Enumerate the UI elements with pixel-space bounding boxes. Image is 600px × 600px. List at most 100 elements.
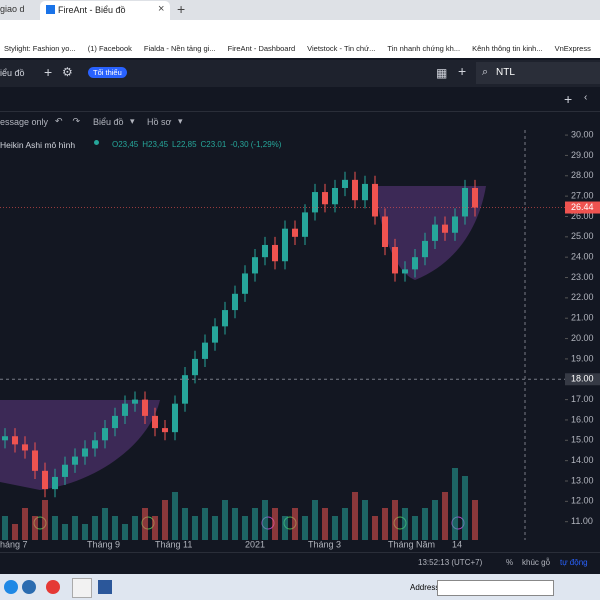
legend-change: -0,30 (-1,29%) bbox=[230, 140, 282, 149]
y-tick-label: 11.00 bbox=[571, 516, 593, 526]
candle-body bbox=[432, 224, 438, 241]
volume-bar bbox=[132, 516, 138, 540]
toolbar-item[interactable]: essage only bbox=[0, 117, 49, 127]
add-button[interactable]: + bbox=[44, 64, 53, 80]
price-axis bbox=[565, 112, 600, 552]
volume-bar bbox=[372, 516, 378, 540]
taskbar-icon[interactable] bbox=[4, 580, 18, 594]
bookmarks-bar: Stylight: Fashion yo... (1) Facebook Fiald… bbox=[0, 38, 600, 58]
address-bar bbox=[0, 20, 600, 38]
percent-toggle[interactable]: % bbox=[506, 558, 514, 567]
bookmark[interactable]: Fialda - Nền tảng gi... bbox=[143, 43, 216, 53]
chart: 30.00 29.00 28.00 27.00 26.00 25.00 24.00 23.00… bbox=[0, 112, 600, 552]
bookmark[interactable]: FireAnt - Dashboard bbox=[227, 43, 296, 53]
volume-bar bbox=[202, 508, 208, 540]
search-box[interactable] bbox=[476, 62, 600, 84]
taskbar-icon[interactable] bbox=[72, 578, 92, 598]
add-chart[interactable]: + bbox=[564, 91, 573, 107]
tab[interactable]: giao d bbox=[0, 4, 25, 14]
y-tick-label: 12.00 bbox=[571, 496, 594, 506]
volume-bar bbox=[12, 524, 18, 540]
volume-bar bbox=[152, 516, 158, 540]
volume-bar bbox=[382, 508, 388, 540]
x-tick-label: Tháng 3 bbox=[308, 539, 341, 549]
volume-bar bbox=[452, 468, 458, 540]
chart-tab[interactable]: iểu đồ bbox=[0, 68, 25, 78]
candle-body bbox=[272, 244, 278, 262]
crosshair-label: 18.00 bbox=[571, 374, 594, 384]
new-tab[interactable]: + bbox=[177, 1, 186, 17]
volume-bar bbox=[462, 476, 468, 540]
bookmark[interactable]: (1) Facebook bbox=[87, 43, 132, 53]
last-price-label: 26.44 bbox=[571, 202, 594, 212]
legend-low: L22,85 bbox=[172, 140, 197, 149]
settings[interactable]: ⚙ bbox=[62, 65, 73, 79]
y-tick-label: 25.00 bbox=[571, 231, 594, 241]
y-tick-label: 30.00 bbox=[571, 129, 594, 139]
collapse[interactable]: ‹ bbox=[584, 92, 588, 103]
toolbar-item[interactable]: Hồ sơ bbox=[147, 117, 172, 127]
volume-bar bbox=[292, 508, 298, 540]
taskbar-icon[interactable] bbox=[22, 580, 36, 594]
candle-body bbox=[32, 450, 38, 471]
y-tick-label: 19.00 bbox=[571, 353, 594, 363]
volume-bar bbox=[32, 516, 38, 540]
candle-body bbox=[332, 187, 338, 205]
candle-body bbox=[132, 399, 138, 404]
taskbar-icon[interactable] bbox=[98, 580, 112, 594]
undo[interactable]: ↶ ↷ bbox=[55, 116, 81, 126]
volume-bar bbox=[122, 524, 128, 540]
divider bbox=[0, 111, 600, 112]
bookmark[interactable]: Vietstock - Tin chứ... bbox=[307, 43, 376, 53]
bookmark[interactable]: Kênh thông tin kinh... bbox=[472, 43, 543, 53]
candle-body bbox=[212, 326, 218, 343]
candle-body bbox=[62, 464, 68, 477]
candle-body bbox=[192, 358, 198, 376]
x-tick-label: 2021 bbox=[245, 539, 265, 549]
volume-bar bbox=[432, 500, 438, 540]
y-tick-label: 17.00 bbox=[571, 394, 594, 404]
volume-bar bbox=[192, 516, 198, 540]
volume-bar bbox=[252, 508, 258, 540]
y-tick-label: 24.00 bbox=[571, 252, 594, 262]
candle-body bbox=[292, 228, 298, 237]
active-tab[interactable] bbox=[40, 1, 170, 20]
candle-body bbox=[152, 415, 158, 429]
legend-title: Heikin Ashi mô hình bbox=[0, 140, 76, 150]
tab-close[interactable]: × bbox=[158, 3, 165, 15]
clock: 13:52:13 (UTC+7) bbox=[418, 558, 483, 567]
bookmark[interactable]: VnExpress bbox=[554, 43, 591, 53]
bookmark[interactable]: Stylight: Fashion yo... bbox=[4, 43, 76, 53]
legend-open: O23,45 bbox=[112, 140, 139, 149]
candle-body bbox=[372, 183, 378, 217]
candle-body bbox=[412, 257, 418, 270]
mode-pill[interactable]: Tối thiểu bbox=[88, 67, 127, 78]
y-tick-label: 26.00 bbox=[571, 211, 594, 221]
y-tick-label: 22.00 bbox=[571, 292, 594, 302]
layout-button[interactable]: ▦ bbox=[436, 66, 448, 80]
caret: ▾ bbox=[130, 116, 135, 126]
add-symbol[interactable]: + bbox=[458, 63, 467, 79]
y-tick-label: 16.00 bbox=[571, 414, 594, 424]
volume-bar bbox=[342, 508, 348, 540]
volume-bar bbox=[52, 516, 58, 540]
address-input[interactable] bbox=[437, 580, 554, 596]
candle-body bbox=[442, 224, 448, 233]
pattern-overlay bbox=[0, 400, 160, 490]
auto-toggle[interactable]: tự động bbox=[560, 558, 588, 567]
volume-bar bbox=[312, 500, 318, 540]
legend-close: C23.01 bbox=[200, 140, 227, 149]
y-tick-label: 23.00 bbox=[571, 272, 594, 282]
candle-body bbox=[452, 216, 458, 233]
taskbar-icon[interactable] bbox=[46, 580, 60, 594]
candle-body bbox=[312, 192, 318, 213]
volume-bar bbox=[22, 508, 28, 540]
tab-title: FireAnt - Biểu đồ bbox=[58, 5, 126, 15]
x-tick-label: háng 7 bbox=[0, 539, 28, 549]
log-toggle[interactable]: khúc gỗ bbox=[522, 558, 551, 567]
toolbar-item[interactable]: Biểu đồ bbox=[93, 117, 124, 127]
volume-bar bbox=[402, 508, 408, 540]
candle-body bbox=[82, 448, 88, 457]
bookmark[interactable]: Tin nhanh chứng kh... bbox=[387, 43, 461, 53]
